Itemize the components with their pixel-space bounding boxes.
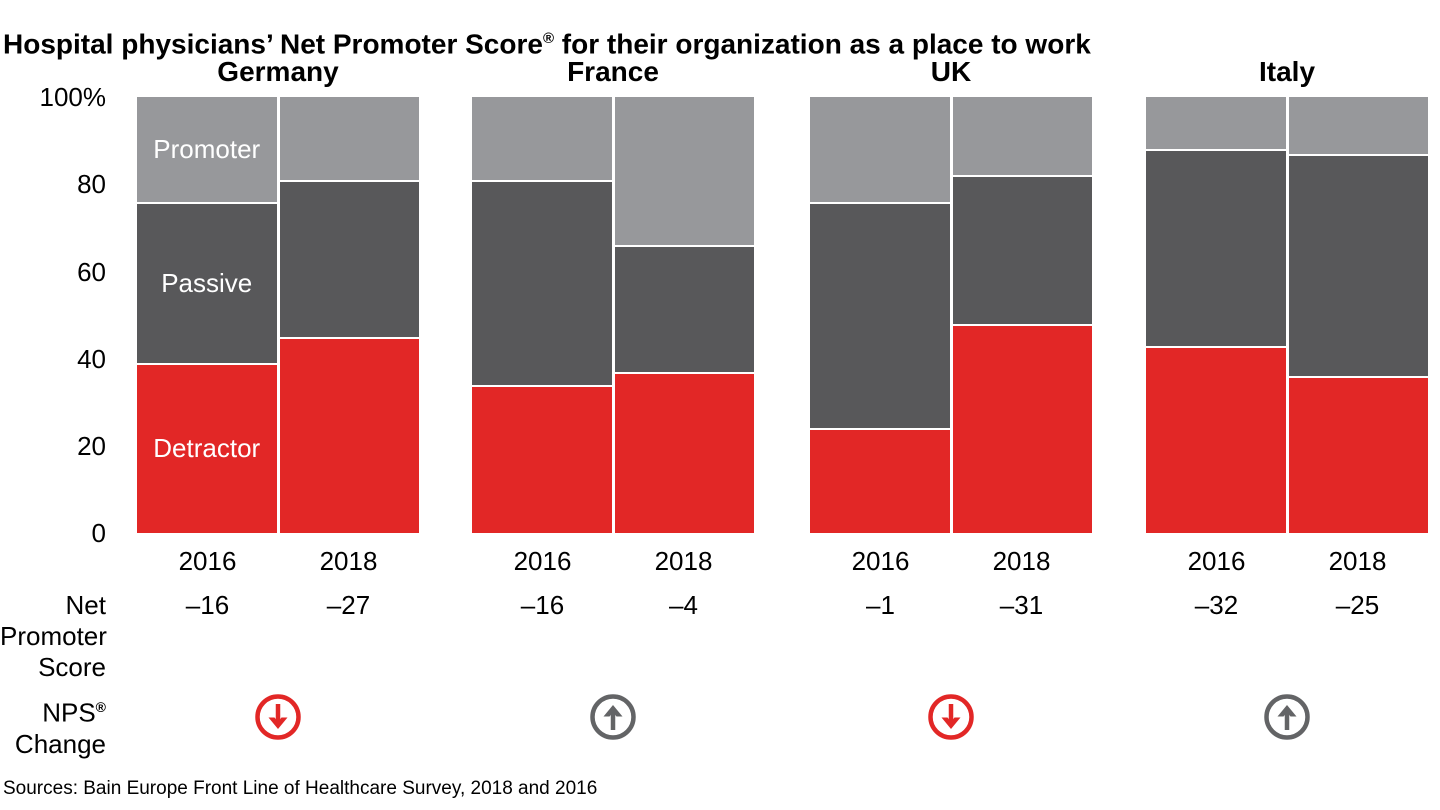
bar-germany-2018 [279,97,419,533]
bar-italy-2016 [1146,97,1286,533]
passive-segment [614,245,754,372]
detractor-segment [1288,376,1428,533]
nps-change-down-arrow-icon [926,692,976,742]
nps-value: –16 [520,590,565,620]
registered-mark-icon: ® [542,29,555,47]
detractor-legend-label: Detractor [153,433,261,464]
y-tick-0: 0 [91,518,106,548]
row-label-line: NPS® [0,692,106,729]
y-tick-20: 20 [77,431,106,461]
nps-value: –25 [1335,590,1380,620]
country-panel-france: France 2016 2018 –16 –4 [472,0,754,810]
year-labels: 2016 2018 [810,546,1092,576]
detractor-segment [472,384,612,533]
year-label: 2018 [992,546,1051,576]
passive-legend-label: Passive [161,267,253,298]
panel-title: France [567,56,659,87]
year-label: 2018 [1328,546,1387,576]
year-label: 2016 [513,546,572,576]
nps-value: –27 [326,590,371,620]
promoter-segment [279,97,419,180]
nps-values: –16 –4 [472,590,754,620]
year-label: 2016 [178,546,237,576]
bar-germany-2016: Promoter Passive Detractor [137,97,277,533]
passive-segment [810,201,950,429]
passive-segment [952,175,1092,324]
year-labels: 2016 2018 [1146,546,1428,576]
country-panel-italy: Italy 2016 2018 –32 –25 [1146,0,1428,810]
nps-value: –4 [669,590,698,620]
year-labels: 2016 2018 [472,546,754,576]
year-labels: 2016 2018 [137,546,419,576]
sources-note: Sources: Bain Europe Front Line of Healt… [3,778,598,799]
detractor-segment [614,371,754,533]
y-tick-40: 40 [77,344,106,374]
chart-title-text: Hospital physicians’ Net Promoter Score [3,28,543,60]
chart-title-text-2: for their organization as a place to wor… [554,28,1091,60]
panel-title: Italy [1258,56,1316,87]
country-panel-uk: UK 2016 2018 –1 –31 [810,0,1092,810]
stacked-bar-plot [472,97,754,533]
detractor-segment [810,428,950,533]
bar-italy-2018 [1288,97,1428,533]
nps-text: NPS [42,697,96,728]
registered-mark-icon: ® [95,699,106,715]
nps-change-up-arrow-icon [588,692,638,742]
row-label-line: Change [14,728,106,759]
nps-value: –16 [185,590,230,620]
promoter-segment [614,97,754,246]
passive-segment [279,179,419,337]
y-tick-80: 80 [77,169,106,199]
nps-value: –31 [999,590,1044,620]
promoter-segment: Promoter [137,97,277,202]
passive-segment: Passive [137,201,277,363]
row-label-line: Promoter [0,621,107,651]
passive-segment [472,179,612,385]
nps-values: –32 –25 [1146,590,1428,620]
year-label: 2018 [319,546,378,576]
bar-france-2016 [472,97,612,533]
row-label-line: Score [38,652,106,682]
promoter-segment [810,97,950,202]
year-label: 2016 [851,546,910,576]
nps-values: –1 –31 [810,590,1092,620]
promoter-segment [952,97,1092,176]
year-label: 2018 [654,546,713,576]
stacked-bar-plot: Promoter Passive Detractor [137,97,419,533]
nps-values: –16 –27 [137,590,419,620]
stacked-bar-plot [810,97,1092,533]
bar-uk-2016 [810,97,950,533]
passive-segment [1146,149,1286,346]
detractor-segment [952,323,1092,533]
nps-value: –1 [866,590,895,620]
nps-change-up-arrow-icon [1262,692,1312,742]
bar-uk-2018 [952,97,1092,533]
nps-value: –32 [1194,590,1239,620]
year-label: 2016 [1187,546,1246,576]
passive-segment [1288,153,1428,377]
nps-change-row-label: NPS® Change [0,692,106,760]
stacked-bar-plot [1146,97,1428,533]
detractor-segment: Detractor [137,362,277,533]
nps-change-down-arrow-icon [253,692,303,742]
promoter-segment [1288,97,1428,154]
detractor-segment [1146,345,1286,533]
net-promoter-score-row-label: Net Promoter Score [0,590,107,683]
country-panel-germany: Germany Promoter Passive Detractor 2016 20… [137,0,419,810]
panel-title: UK [930,56,972,87]
panel-title: Germany [217,56,339,87]
promoter-segment [472,97,612,180]
y-tick-100: 100% [39,82,107,112]
chart-title: Hospital physicians’ Net Promoter Score®… [3,22,1091,61]
bar-france-2018 [614,97,754,533]
y-tick-60: 60 [77,257,106,287]
row-label-line: Net [65,590,106,620]
detractor-segment [279,336,419,533]
promoter-segment [1146,97,1286,150]
promoter-legend-label: Promoter [153,133,261,164]
